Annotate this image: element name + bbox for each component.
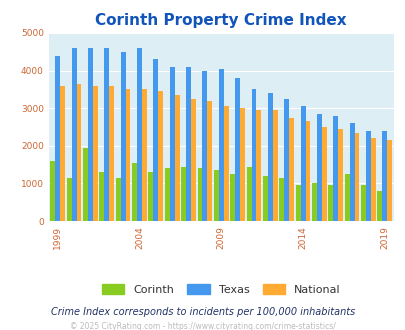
Bar [251, 89, 256, 221]
Bar [230, 174, 234, 221]
Bar [267, 93, 272, 221]
Bar [76, 84, 81, 221]
Bar [120, 52, 125, 221]
Bar [288, 117, 293, 221]
Bar [197, 168, 202, 221]
Bar [181, 167, 185, 221]
Bar [50, 161, 55, 221]
Bar [262, 176, 267, 221]
Bar [316, 114, 321, 221]
Bar [137, 48, 142, 221]
Bar [185, 67, 190, 221]
Bar [223, 106, 228, 221]
Bar [305, 121, 310, 221]
Bar [88, 48, 93, 221]
Bar [158, 91, 163, 221]
Bar [239, 108, 244, 221]
Bar [207, 101, 212, 221]
Bar [349, 123, 354, 221]
Bar [99, 172, 104, 221]
Bar [360, 185, 365, 221]
Bar [377, 191, 382, 221]
Title: Corinth Property Crime Index: Corinth Property Crime Index [95, 13, 346, 28]
Bar [60, 86, 65, 221]
Bar [55, 55, 60, 221]
Bar [365, 131, 370, 221]
Bar [311, 183, 316, 221]
Bar [344, 174, 349, 221]
Text: © 2025 CityRating.com - https://www.cityrating.com/crime-statistics/: © 2025 CityRating.com - https://www.city… [70, 322, 335, 330]
Bar [125, 89, 130, 221]
Bar [148, 172, 153, 221]
Bar [104, 48, 109, 221]
Bar [370, 138, 375, 221]
Bar [300, 106, 305, 221]
Bar [115, 178, 120, 221]
Bar [246, 167, 251, 221]
Bar [109, 86, 114, 221]
Bar [328, 185, 333, 221]
Bar [295, 185, 300, 221]
Bar [66, 178, 71, 221]
Bar [272, 110, 277, 221]
Text: Crime Index corresponds to incidents per 100,000 inhabitants: Crime Index corresponds to incidents per… [51, 307, 354, 317]
Bar [279, 178, 284, 221]
Bar [164, 168, 169, 221]
Bar [321, 127, 326, 221]
Bar [202, 71, 207, 221]
Bar [93, 86, 98, 221]
Bar [83, 148, 88, 221]
Bar [382, 131, 386, 221]
Bar [213, 170, 218, 221]
Bar [234, 78, 239, 221]
Bar [333, 116, 337, 221]
Bar [284, 99, 288, 221]
Bar [142, 89, 147, 221]
Bar [71, 48, 76, 221]
Bar [354, 133, 358, 221]
Bar [218, 69, 223, 221]
Legend: Corinth, Texas, National: Corinth, Texas, National [98, 279, 344, 299]
Bar [153, 59, 158, 221]
Bar [132, 163, 137, 221]
Bar [256, 110, 261, 221]
Bar [190, 99, 196, 221]
Bar [174, 95, 179, 221]
Bar [337, 129, 342, 221]
Bar [386, 140, 391, 221]
Bar [169, 67, 174, 221]
